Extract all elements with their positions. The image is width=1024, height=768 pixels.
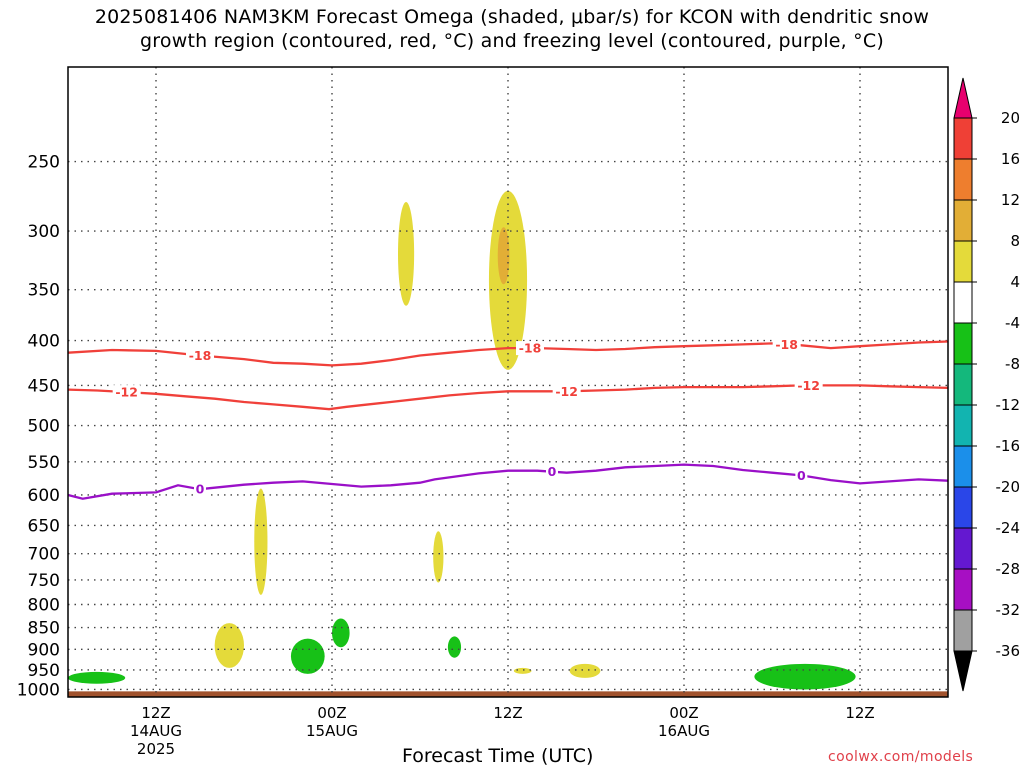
y-tick-label: 450 bbox=[28, 376, 60, 396]
plot-frame bbox=[67, 66, 949, 698]
x-tick-label: 12Z bbox=[845, 704, 874, 722]
x-tick-label: 15AUG bbox=[306, 722, 358, 740]
contour-label-bg bbox=[794, 378, 823, 393]
contour-label-bg bbox=[546, 464, 558, 479]
contour-label: 0 bbox=[797, 468, 806, 483]
x-axis-label: Forecast Time (UTC) bbox=[402, 745, 594, 767]
y-tick-label: 750 bbox=[28, 571, 60, 591]
colorbar-bin bbox=[953, 486, 973, 529]
omega-region-8 bbox=[68, 671, 126, 684]
contour-label-bg bbox=[186, 348, 214, 363]
contour-label: -18 bbox=[519, 341, 542, 356]
x-tick-label: 12Z bbox=[141, 704, 170, 722]
y-tick-label: 550 bbox=[28, 453, 60, 473]
omega-region-3 bbox=[254, 488, 268, 595]
omega-region-7 bbox=[569, 663, 601, 678]
x-tick-label: 00Z bbox=[669, 704, 698, 722]
contour-label-bg bbox=[194, 482, 206, 497]
colorbar-label: -16 bbox=[996, 437, 1021, 455]
terrain bbox=[68, 691, 948, 697]
omega-region-6 bbox=[513, 667, 532, 674]
colorbar-bin bbox=[953, 322, 973, 365]
contour-label: -18 bbox=[775, 337, 798, 352]
x-tick-label: 16AUG bbox=[658, 722, 710, 740]
colorbar-label: -4 bbox=[1005, 314, 1020, 332]
colorbar-top-arrow bbox=[953, 77, 973, 119]
colorbar-bin bbox=[953, 363, 973, 406]
contour-label-bg bbox=[795, 468, 808, 483]
y-tick-label: 250 bbox=[28, 153, 60, 173]
colorbar-label: -12 bbox=[996, 396, 1021, 414]
colorbar-label: -28 bbox=[996, 560, 1021, 578]
colorbar-bin bbox=[953, 445, 973, 488]
colorbar-bin bbox=[953, 281, 973, 324]
contour-label-bg bbox=[552, 384, 581, 399]
colorbar-bin bbox=[953, 158, 973, 201]
grid bbox=[68, 67, 948, 697]
contour-label-bg bbox=[772, 337, 801, 352]
y-tick-label: 700 bbox=[28, 545, 60, 565]
colorbar-bin bbox=[953, 609, 973, 652]
colorbar-bin bbox=[953, 199, 973, 242]
credit-link[interactable]: coolwx.com/models bbox=[828, 749, 974, 765]
colorbar-bin bbox=[953, 240, 973, 283]
contour-label: -18 bbox=[189, 348, 212, 363]
x-tick-label: 14AUG bbox=[130, 722, 182, 740]
x-tick-label: 2025 bbox=[137, 740, 175, 758]
colorbar: 20 16 12 8 4 -4 -8 -12 -16 -20 -24 -28 -32 -36 bbox=[953, 77, 1021, 692]
colorbar-label: -8 bbox=[1005, 355, 1020, 373]
chart-title-line2: growth region (contoured, red, °C) and f… bbox=[140, 30, 884, 52]
y-tick-label: 650 bbox=[28, 516, 60, 536]
colorbar-label: -32 bbox=[996, 601, 1021, 619]
contour-label-bg bbox=[516, 341, 544, 356]
colorbar-label: 12 bbox=[1001, 191, 1020, 209]
contour-label: 0 bbox=[548, 464, 557, 479]
colorbar-label: 20 bbox=[1001, 109, 1020, 127]
colorbar-bin bbox=[953, 117, 973, 160]
y-tick-label: 950 bbox=[28, 661, 60, 681]
contour-label: 0 bbox=[196, 482, 205, 497]
colorbar-label: 16 bbox=[1001, 150, 1020, 168]
colorbar-label: -36 bbox=[996, 642, 1021, 660]
contours: -18 -18 -18 -12 -12 -12 0 0 0 bbox=[67, 337, 949, 500]
colorbar-bin bbox=[953, 404, 973, 447]
y-tick-label: 850 bbox=[28, 619, 60, 639]
omega-region-9 bbox=[290, 638, 325, 674]
colorbar-bin bbox=[953, 568, 973, 611]
terrain-surface bbox=[68, 691, 948, 697]
omega-shading bbox=[68, 190, 856, 690]
contour-label-bg bbox=[112, 385, 141, 400]
omega-region-11 bbox=[447, 636, 462, 658]
colorbar-label: 4 bbox=[1010, 273, 1020, 291]
omega-region-5 bbox=[214, 623, 244, 668]
x-tick-label: 12Z bbox=[493, 704, 522, 722]
omega-region-12 bbox=[754, 663, 856, 690]
contour-label: -12 bbox=[115, 385, 138, 400]
y-tick-label: 500 bbox=[28, 417, 60, 437]
y-tick-label: 300 bbox=[28, 222, 60, 242]
contour-label: -12 bbox=[797, 378, 820, 393]
omega-region-10 bbox=[332, 618, 350, 648]
y-tick-label: 1000 bbox=[17, 680, 60, 700]
x-tick-label: 00Z bbox=[317, 704, 346, 722]
axes: 2503003504004505005506006507007508008509… bbox=[17, 66, 949, 758]
omega-region-0 bbox=[398, 202, 415, 306]
colorbar-label: -20 bbox=[996, 478, 1021, 496]
y-tick-label: 800 bbox=[28, 595, 60, 615]
y-tick-label: 900 bbox=[28, 640, 60, 660]
contour-label: -12 bbox=[555, 384, 578, 399]
omega-region-1 bbox=[488, 190, 528, 370]
colorbar-bin bbox=[953, 527, 973, 570]
colorbar-bottom-arrow bbox=[953, 650, 973, 692]
y-tick-label: 600 bbox=[28, 486, 60, 506]
colorbar-label: 8 bbox=[1010, 232, 1020, 250]
colorbar-label: -24 bbox=[996, 519, 1021, 537]
omega-region-4 bbox=[433, 531, 444, 583]
y-tick-label: 400 bbox=[28, 332, 60, 352]
y-tick-label: 350 bbox=[28, 281, 60, 301]
omega-region-2 bbox=[497, 227, 510, 285]
chart-title-line1: 2025081406 NAM3KM Forecast Omega (shaded… bbox=[94, 6, 930, 28]
